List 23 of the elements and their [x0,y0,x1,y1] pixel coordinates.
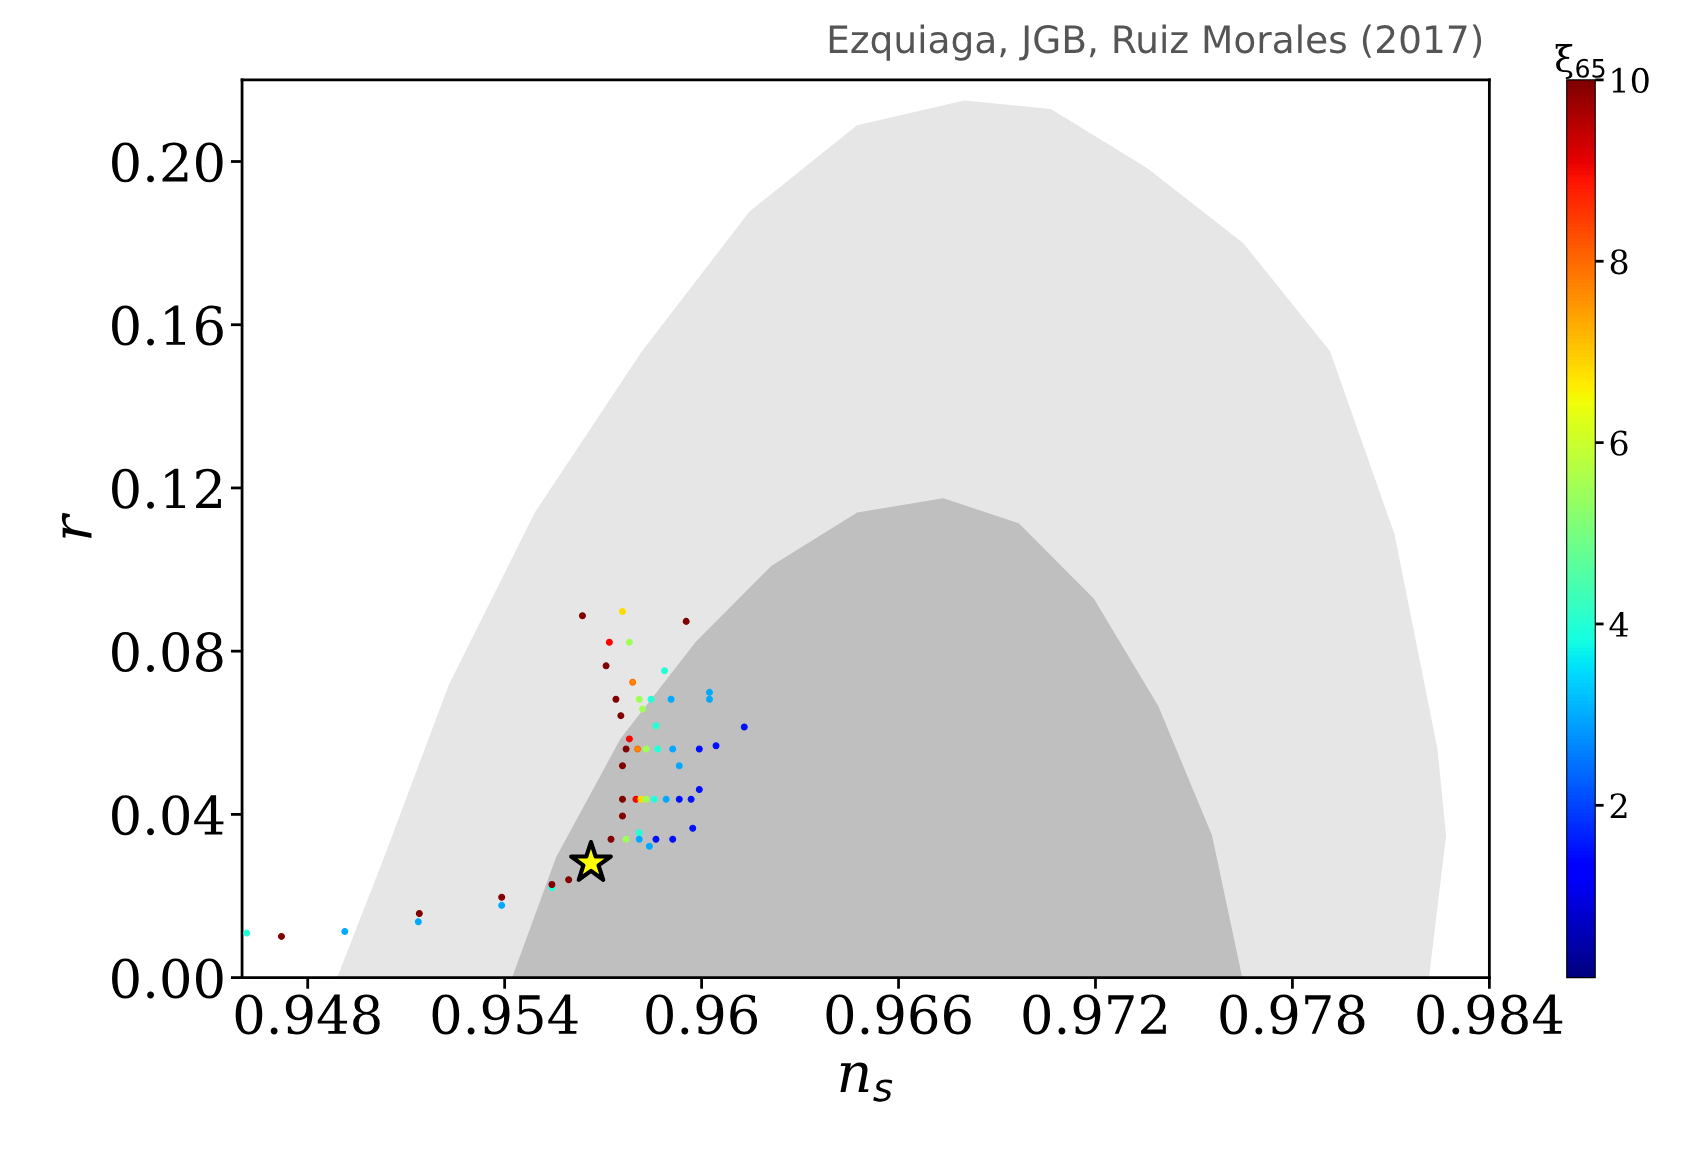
x-tick-label: 0.966 [826,994,971,1035]
x-axis-title: n$_{s}$ [840,1062,893,1102]
y-tick-label: 0.12 [112,468,221,509]
color-bar-label: 8 [1610,249,1628,275]
x-tick-label: 0.984 [1417,994,1563,1035]
x-tick-label: 0.954 [432,994,578,1035]
color-bar-label: 6 [1610,430,1628,456]
y-tick-label: 0.16 [112,305,223,346]
text: Ezquiaga, JGB, Ruiz Morales (2017) [829,24,1482,61]
y-tick-label: 0.00 [112,958,223,999]
x-tick-label: 0.96 [646,994,758,1035]
x-tick-label: 0.978 [1220,994,1365,1035]
point [569,840,613,882]
color-bar-label: 4 [1609,611,1628,637]
color-bar-label: 2 [1610,793,1627,818]
y-tick-label: 0.08 [112,632,223,672]
color-bar-label: 10 [1612,67,1649,94]
color-bar-title: ξ$_{65}$ [1555,44,1605,80]
y-axis-title: r [61,512,92,539]
x-tick-label: 0.972 [1023,994,1166,1035]
y-tick-label: 0.04 [112,795,224,836]
x-tick-label: 0.948 [235,994,380,1035]
y-tick-label: 0.20 [112,142,223,183]
